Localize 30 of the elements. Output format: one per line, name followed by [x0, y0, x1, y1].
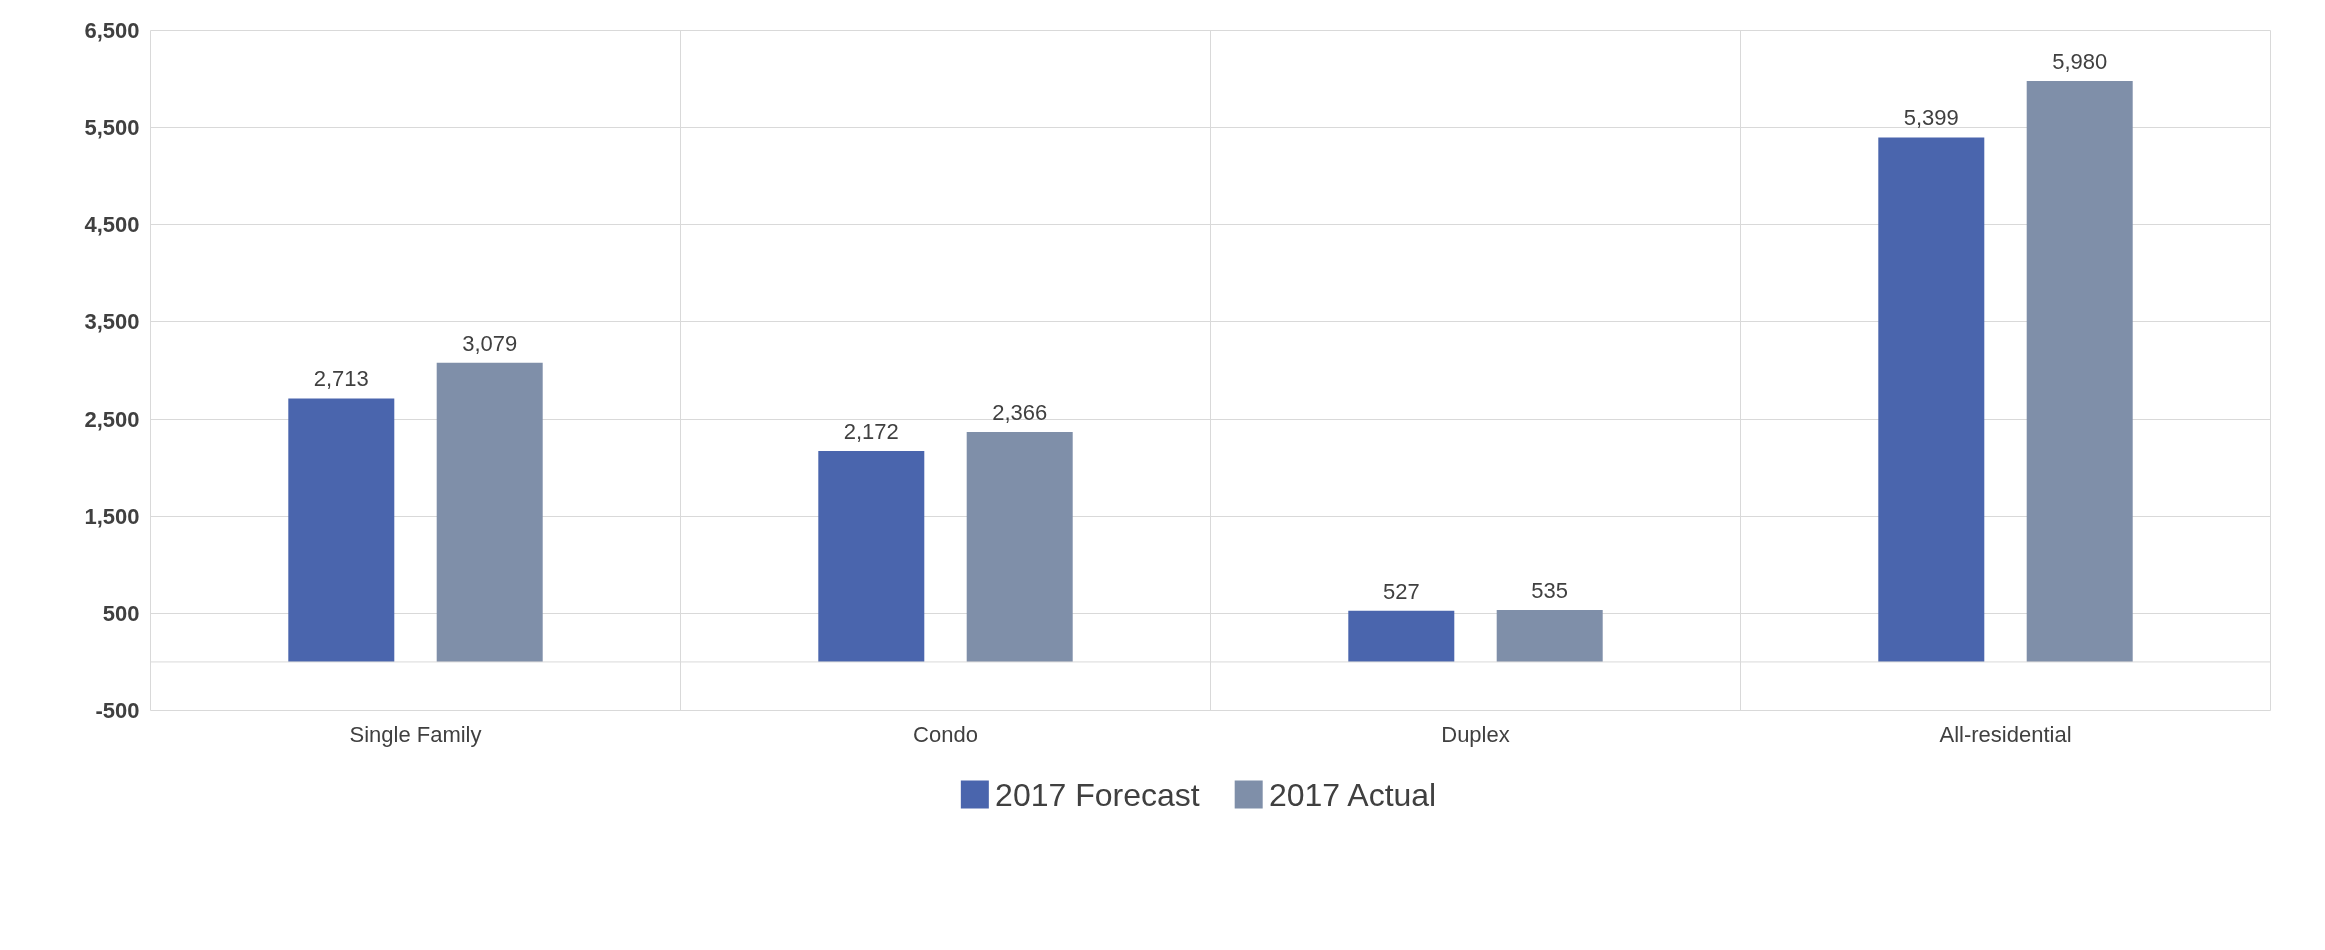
data-label: 3,079	[462, 330, 518, 356]
bar	[436, 362, 543, 662]
bar	[1348, 610, 1455, 662]
data-label: 5,399	[1903, 105, 1959, 131]
y-tick-label: 2,500	[84, 406, 140, 432]
x-tick-label: All-residential	[1939, 721, 2072, 747]
bar	[1496, 609, 1603, 662]
data-label: 2,366	[992, 400, 1048, 426]
y-tick-label: 5,500	[84, 115, 140, 141]
y-tick-label: -500	[95, 698, 140, 723]
bar	[818, 450, 925, 662]
y-tick-label: 500	[102, 600, 140, 626]
bar	[966, 432, 1073, 662]
y-tick-label: 4,500	[84, 212, 140, 238]
x-tick-label: Condo	[913, 721, 978, 747]
y-tick-label: 3,500	[84, 309, 140, 335]
x-tick-label: Single Family	[349, 721, 482, 747]
data-label: 535	[1531, 577, 1569, 603]
y-tick-label: 6,500	[84, 18, 140, 43]
data-label: 2,172	[843, 418, 899, 444]
data-label: 527	[1382, 578, 1420, 604]
bar	[2026, 81, 2133, 662]
legend-label: 2017 Forecast	[995, 776, 1200, 813]
data-label: 2,713	[313, 366, 369, 392]
legend-label: 2017 Actual	[1268, 776, 1437, 813]
data-label: 5,980	[2052, 49, 2108, 75]
x-tick-label: Duplex	[1441, 721, 1510, 747]
bar	[288, 398, 395, 662]
bar	[1878, 137, 1985, 662]
y-tick-label: 1,500	[84, 503, 140, 529]
